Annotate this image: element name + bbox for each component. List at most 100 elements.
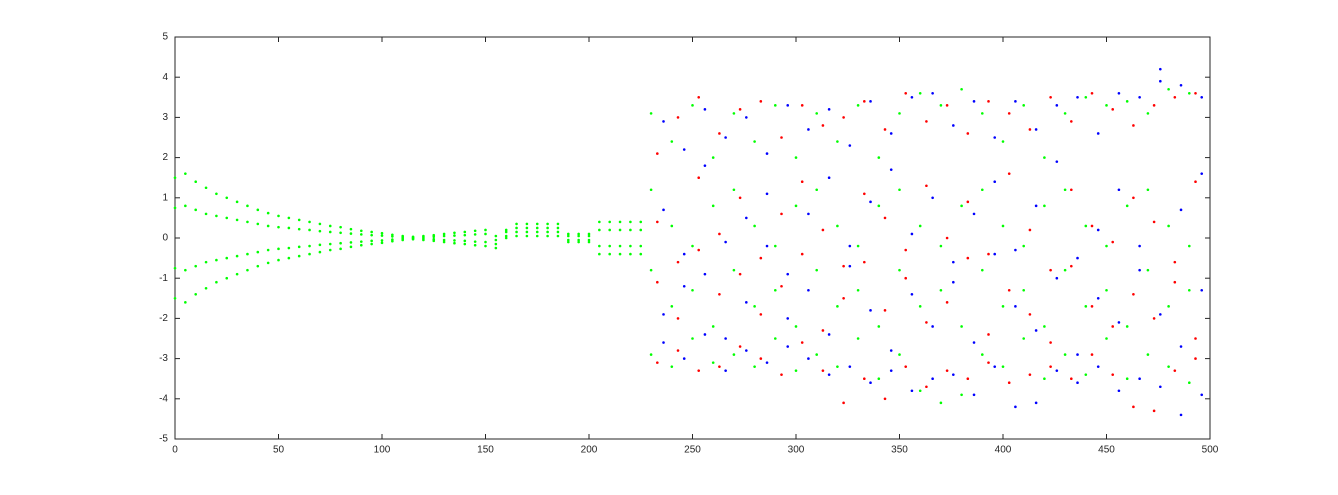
point	[889, 132, 893, 135]
point	[904, 248, 908, 252]
point	[703, 272, 707, 276]
point	[535, 226, 539, 230]
point	[1076, 381, 1079, 385]
point	[786, 272, 790, 276]
point	[442, 240, 446, 244]
point	[877, 377, 881, 381]
point	[370, 230, 373, 234]
point	[618, 244, 622, 248]
point	[815, 188, 818, 192]
point	[724, 240, 727, 244]
point	[380, 234, 384, 237]
point	[774, 244, 777, 248]
point	[318, 222, 322, 226]
point	[649, 112, 653, 115]
point	[1076, 353, 1079, 356]
point	[1070, 264, 1073, 268]
point	[821, 329, 825, 332]
point	[360, 233, 363, 236]
point	[1034, 329, 1038, 332]
point	[484, 244, 487, 248]
point	[1043, 325, 1046, 328]
point	[718, 365, 721, 368]
point	[194, 208, 197, 212]
point	[453, 241, 456, 245]
point	[987, 361, 990, 364]
point	[1132, 292, 1135, 296]
point	[774, 104, 777, 107]
point	[587, 240, 591, 244]
point	[598, 244, 601, 248]
point	[827, 333, 831, 336]
x-tick-label: 100	[374, 445, 391, 456]
point	[1063, 112, 1067, 115]
point	[1090, 305, 1094, 308]
point	[1125, 204, 1129, 208]
point	[883, 128, 887, 131]
point	[411, 237, 415, 241]
point	[697, 369, 701, 372]
y-tick-label: -4	[159, 393, 168, 404]
point	[246, 252, 249, 256]
point	[608, 244, 611, 248]
point	[308, 252, 311, 256]
point	[856, 288, 860, 292]
point	[765, 361, 769, 364]
point	[235, 218, 239, 222]
x-tick-label: 300	[788, 445, 805, 456]
point	[277, 225, 280, 229]
point	[925, 385, 928, 389]
point	[1138, 377, 1141, 381]
point	[308, 228, 311, 232]
point	[711, 325, 715, 328]
point	[370, 242, 373, 246]
point	[297, 227, 301, 231]
point	[918, 389, 922, 393]
point	[939, 288, 943, 292]
point	[308, 244, 311, 248]
point	[225, 196, 229, 200]
point	[945, 104, 949, 107]
point	[535, 230, 539, 234]
point	[1028, 313, 1032, 316]
point	[432, 235, 436, 239]
point	[225, 256, 229, 260]
point	[794, 156, 798, 159]
point	[842, 264, 845, 268]
point	[1125, 377, 1129, 381]
point	[753, 224, 756, 228]
point	[1063, 353, 1067, 356]
point	[807, 357, 810, 360]
point	[473, 240, 477, 243]
point	[1117, 188, 1121, 192]
point	[577, 240, 580, 244]
point	[1084, 96, 1088, 99]
point	[815, 268, 818, 272]
point	[1167, 224, 1170, 228]
point	[1194, 91, 1197, 95]
point	[608, 228, 611, 232]
point	[724, 136, 727, 139]
point	[556, 234, 560, 238]
point	[815, 353, 818, 356]
point	[972, 393, 976, 397]
point	[349, 232, 353, 235]
point	[993, 365, 997, 368]
point	[1194, 180, 1197, 184]
point	[848, 365, 852, 368]
point	[1049, 341, 1052, 344]
point	[204, 260, 208, 264]
point	[883, 397, 887, 401]
point	[1188, 91, 1191, 95]
point	[662, 341, 665, 344]
point	[629, 244, 632, 248]
point	[339, 247, 342, 251]
point	[910, 292, 914, 296]
point	[842, 401, 845, 405]
point	[598, 220, 601, 224]
point	[848, 264, 852, 268]
point	[225, 276, 229, 280]
point	[1188, 244, 1191, 248]
point	[287, 226, 291, 230]
